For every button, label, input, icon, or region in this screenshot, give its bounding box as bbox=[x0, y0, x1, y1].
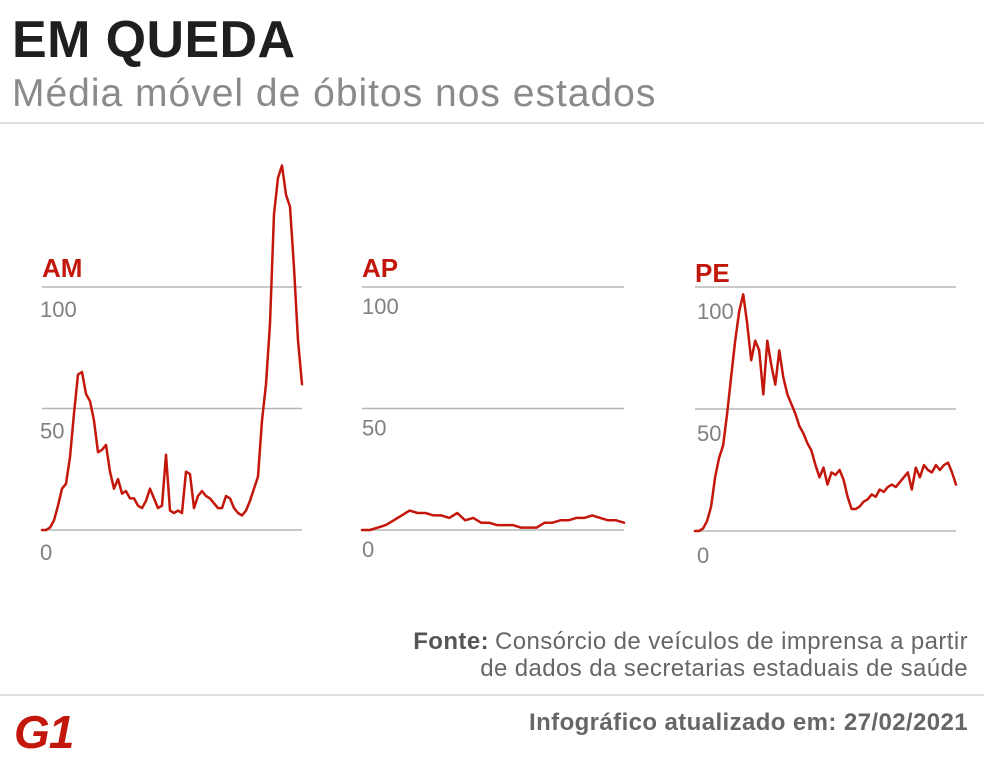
chart-pe: 0 50 100 PE bbox=[693, 258, 958, 568]
series-line bbox=[360, 509, 626, 532]
source-text: Consórcio de veículos de imprensa a part… bbox=[494, 628, 968, 655]
chart-am: 0 50 100 AM bbox=[40, 164, 304, 565]
y-tick-label: 50 bbox=[697, 421, 721, 446]
y-tick-label: 50 bbox=[40, 419, 64, 444]
charts-area: 0 50 100 AM 0 50 100 AP 0 50 100 PE bbox=[40, 164, 958, 568]
series-line bbox=[693, 293, 958, 533]
y-tick-label: 50 bbox=[362, 416, 386, 441]
series-line bbox=[40, 164, 304, 532]
state-label: AM bbox=[42, 253, 82, 283]
y-tick-label: 0 bbox=[362, 537, 374, 562]
state-label: AP bbox=[362, 253, 398, 283]
y-tick-label: 0 bbox=[697, 543, 709, 568]
chart-ap: 0 50 100 AP bbox=[360, 253, 626, 562]
y-tick-label: 100 bbox=[40, 297, 77, 322]
g1-logo: G1 bbox=[14, 706, 74, 758]
source-line: Fonte: Consórcio de veículos de imprensa … bbox=[413, 628, 968, 655]
y-tick-label: 100 bbox=[697, 299, 734, 324]
source-note: Fonte: Consórcio de veículos de imprensa … bbox=[413, 628, 968, 682]
y-tick-label: 100 bbox=[362, 294, 399, 319]
header-divider bbox=[0, 122, 984, 124]
state-label: PE bbox=[695, 258, 730, 288]
source-line: de dados da secretarias estaduais de saú… bbox=[413, 655, 968, 682]
page-title: EM QUEDA bbox=[12, 11, 296, 69]
y-tick-label: 0 bbox=[40, 540, 52, 565]
page-subtitle: Média móvel de óbitos nos estados bbox=[12, 72, 657, 115]
updated-date: Infográfico atualizado em: 27/02/2021 bbox=[529, 709, 968, 736]
source-label: Fonte: bbox=[413, 628, 489, 655]
footer-divider bbox=[0, 694, 984, 696]
source-text: de dados da secretarias estaduais de saú… bbox=[480, 655, 968, 682]
